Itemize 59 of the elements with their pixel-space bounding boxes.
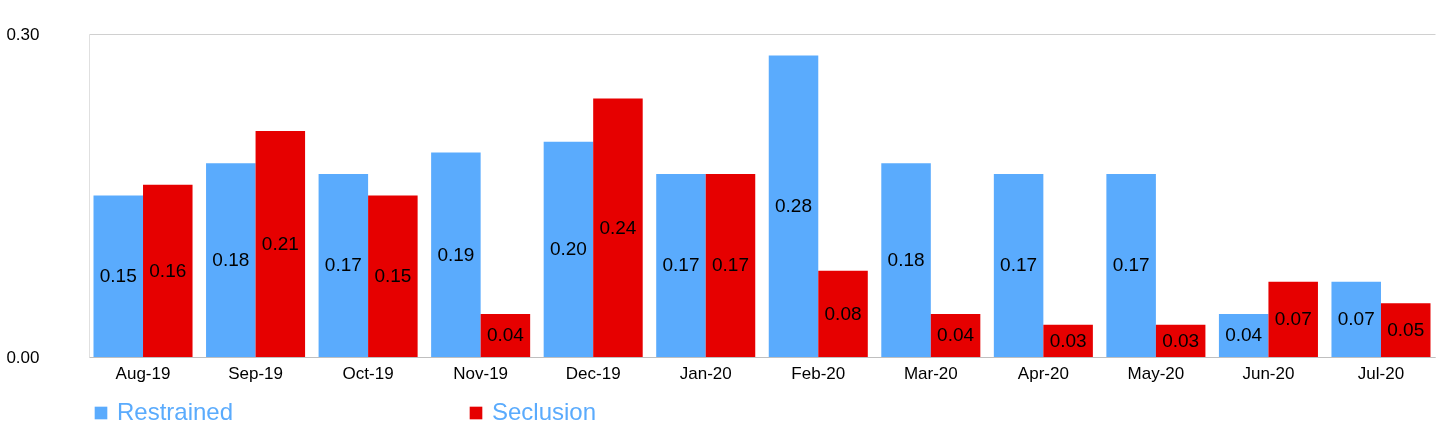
x-tick-label: Jun-20: [1242, 363, 1295, 383]
bar: [656, 173, 706, 357]
data-label: 0.24: [599, 216, 637, 238]
data-label: 0.16: [149, 259, 187, 281]
data-label: 0.17: [662, 254, 700, 276]
legend-label: Restrained: [117, 398, 234, 425]
bar: [1380, 303, 1431, 357]
x-tick-label: Sep-19: [228, 363, 283, 383]
data-label: 0.03: [1162, 329, 1200, 351]
x-tick-label: Feb-20: [791, 363, 846, 383]
data-label: 0.20: [549, 238, 587, 260]
data-label: 0.28: [775, 195, 812, 217]
x-tick-label: Apr-20: [1017, 363, 1069, 383]
bar: [143, 184, 193, 357]
data-label: 0.07: [1274, 308, 1312, 330]
x-tick-label: Mar-20: [903, 363, 958, 383]
legend-label: Seclusion: [492, 398, 597, 425]
y-tick-label: 0.30: [6, 24, 40, 44]
bar: [1106, 173, 1156, 357]
bar: [543, 141, 594, 357]
bar: [93, 195, 144, 357]
data-label: 0.17: [1000, 254, 1038, 276]
data-label: 0.08: [824, 302, 862, 324]
x-tick-label: Nov-19: [453, 363, 509, 383]
data-label: 0.04: [937, 324, 975, 346]
bar: [255, 130, 306, 357]
data-label: 0.17: [1112, 254, 1150, 276]
x-tick-label: May-20: [1127, 363, 1185, 383]
bar: [768, 55, 819, 357]
data-label: 0.19: [437, 243, 475, 265]
data-label: 0.17: [712, 254, 749, 276]
bar: [206, 163, 256, 357]
x-tick-label: Oct-19: [342, 363, 394, 383]
data-label: 0.03: [1049, 329, 1087, 351]
bar: [818, 270, 868, 357]
data-label: 0.04: [486, 324, 525, 346]
x-tick-label: Jul-20: [1357, 363, 1405, 383]
data-label: 0.15: [374, 265, 412, 287]
bar: [1268, 281, 1318, 357]
data-label: 0.15: [99, 265, 137, 287]
data-label: 0.17: [324, 254, 362, 276]
bar: [993, 173, 1044, 357]
bar: [881, 163, 931, 357]
data-label: 0.05: [1387, 319, 1425, 341]
bar: [368, 195, 418, 357]
data-label: 0.18: [887, 249, 925, 271]
data-label: 0.18: [212, 249, 250, 271]
data-label: 0.07: [1337, 308, 1375, 330]
data-label: 0.21: [261, 232, 299, 254]
data-label: 0.04: [1225, 324, 1263, 346]
bar: [431, 152, 481, 357]
bar: [705, 173, 756, 357]
bar: [593, 98, 643, 357]
bar: [318, 173, 369, 357]
x-tick-label: Aug-19: [115, 363, 171, 383]
bar: [1331, 281, 1381, 357]
x-tick-label: Dec-19: [565, 363, 621, 383]
x-tick-label: Jan-20: [679, 363, 732, 383]
y-tick-label: 0.00: [6, 347, 40, 367]
